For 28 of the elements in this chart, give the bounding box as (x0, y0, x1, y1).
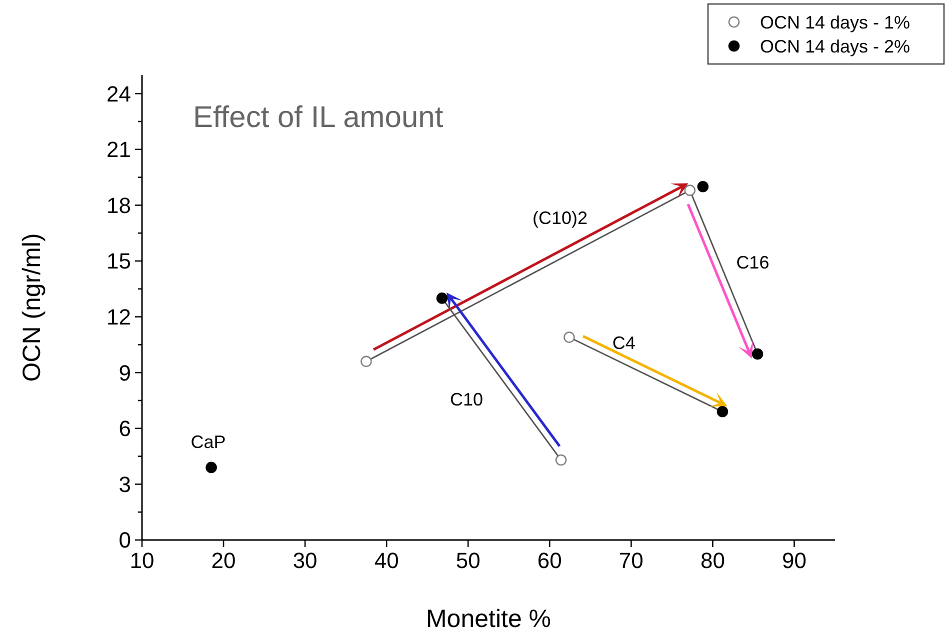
x-tick-label: 40 (374, 548, 399, 573)
y-tick-label: 0 (118, 528, 131, 553)
x-axis-title: Monetite % (426, 605, 552, 633)
y-tick-label: 18 (106, 192, 131, 218)
y-tick-label: 24 (106, 81, 131, 106)
text: Effect of IL amount (193, 101, 444, 134)
x-tick-label: 90 (782, 548, 806, 573)
x-tick-label: 20 (211, 548, 236, 573)
y-tick-label: 9 (118, 360, 131, 386)
y-tick-label: 15 (106, 248, 131, 274)
annotation: C10 (450, 389, 484, 410)
legend-label: OCN 14 days - 1% (760, 12, 910, 32)
x-tick-label: 60 (537, 548, 562, 573)
y-tick-label: 3 (118, 472, 131, 497)
annotation: CaP (190, 432, 226, 452)
x-tick-label: 10 (130, 548, 154, 573)
x-tick-label: 70 (618, 548, 644, 573)
x-tick-label: 30 (292, 548, 318, 573)
y-tick-label: 12 (106, 304, 131, 330)
annotation: (C10)2 (532, 208, 588, 228)
annotation: C16 (736, 252, 770, 272)
y-tick-label: 6 (118, 416, 131, 442)
y-tick-label: 21 (106, 137, 131, 162)
y-axis-title: OCN (ngr/ml) (18, 233, 46, 382)
x-tick-label: 80 (700, 548, 725, 573)
legend-label: OCN 14 days - 2% (760, 36, 910, 56)
annotation: C4 (612, 332, 636, 353)
x-tick-label: 50 (456, 548, 480, 573)
